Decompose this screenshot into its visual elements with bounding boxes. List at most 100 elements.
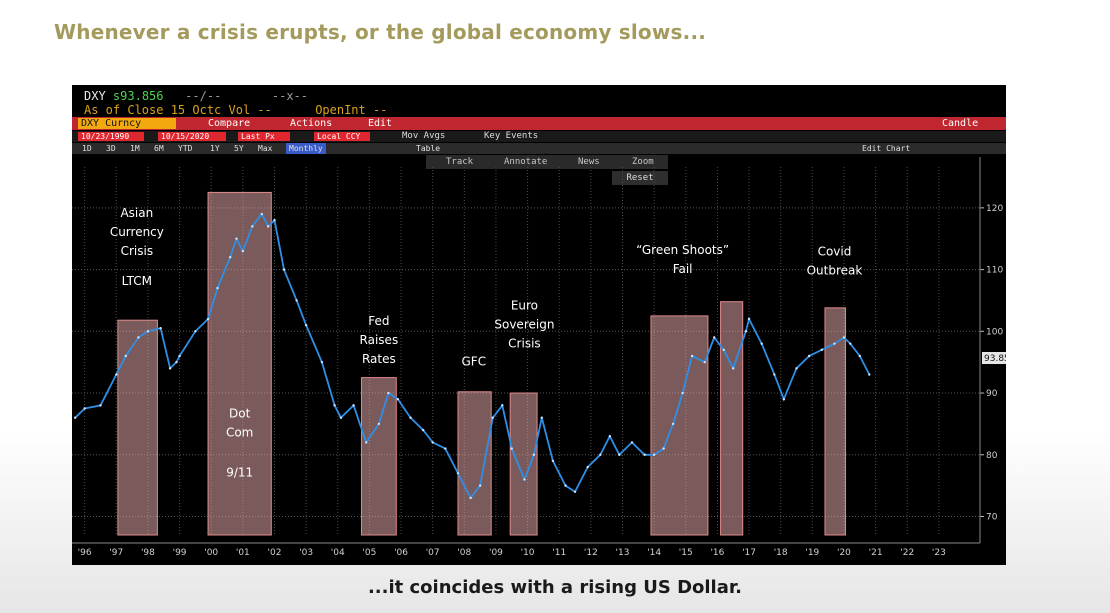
price-point	[377, 422, 381, 426]
period-1d[interactable]: 1D	[82, 144, 92, 153]
last-value-tag	[982, 352, 1006, 364]
end-date-field[interactable]: 10/15/2020	[158, 132, 226, 141]
price-point	[266, 225, 270, 228]
edit-menu[interactable]: Edit	[368, 118, 393, 129]
reset-button[interactable]: Reset	[612, 171, 668, 185]
x-tick-label: '13	[616, 548, 630, 558]
price-point	[282, 268, 286, 271]
crisis-highlight-bar	[824, 307, 847, 536]
x-tick-label: '16	[710, 548, 724, 558]
y-tick-label: 110	[986, 266, 1003, 276]
quote-placeholder: --/-- --x--	[163, 89, 308, 103]
price-field[interactable]: Last Px	[238, 132, 290, 141]
price-point	[722, 348, 725, 352]
ticker-label: DXY	[84, 89, 106, 103]
price-point	[304, 323, 308, 327]
annotation-line: Fail	[673, 262, 693, 276]
zoom-button[interactable]: Zoom	[632, 157, 654, 167]
price-point	[849, 342, 852, 345]
price-point	[599, 453, 602, 456]
annotation-line: Sovereign	[494, 318, 554, 332]
price-point	[618, 453, 621, 456]
price-point	[115, 373, 118, 376]
x-tick-label: '07	[426, 548, 440, 558]
price-point	[168, 367, 172, 370]
x-tick-label: '00	[204, 548, 218, 558]
price-point	[744, 330, 748, 333]
price-point	[175, 360, 178, 364]
dxy-chart: Asian Currency Crisis LTCM Dot Com 9/11 Fed Rais…	[72, 157, 1006, 558]
x-tick-label: '17	[742, 548, 756, 558]
annotation-line: “Green Shoots”	[636, 243, 729, 257]
annotation-line: Crisis	[508, 337, 540, 351]
price-point	[703, 360, 706, 364]
price-point	[551, 459, 555, 463]
annotation-line: Raises	[360, 333, 399, 347]
price-point	[456, 472, 460, 475]
price-point	[365, 441, 368, 444]
crisis-annotation: Dot Com	[226, 407, 253, 440]
security-field[interactable]: DXY Curncy	[78, 118, 176, 129]
x-tick-label: '22	[900, 548, 914, 558]
start-date-field[interactable]: 10/23/1990	[78, 132, 144, 141]
crisis-annotation: Asian Currency Crisis	[110, 206, 164, 258]
period-3d[interactable]: 3D	[106, 144, 116, 153]
price-point	[228, 256, 232, 259]
table-button[interactable]: Table	[416, 144, 441, 153]
price-point	[833, 342, 836, 345]
annotation-line: Crisis	[121, 244, 153, 258]
period-max[interactable]: Max	[258, 144, 273, 153]
price-point	[339, 416, 343, 419]
edit-chart-button[interactable]: Edit Chart	[862, 144, 911, 153]
x-tick-label: '15	[679, 548, 693, 558]
crisis-highlight-bar	[509, 392, 538, 536]
price-point	[510, 447, 513, 450]
price-point	[690, 354, 694, 358]
frequency-select[interactable]: Monthly	[286, 143, 326, 154]
currency-field[interactable]: Local CCY	[314, 132, 370, 141]
x-tick-label: '98	[141, 548, 155, 558]
track-button[interactable]: Track	[446, 157, 474, 167]
annotate-button[interactable]: Annotate	[504, 157, 548, 167]
price-point	[732, 367, 735, 370]
price-point	[178, 354, 181, 358]
x-tick-label: '03	[299, 548, 313, 558]
y-tick-label: 80	[986, 451, 998, 461]
period-ytd[interactable]: YTD	[178, 144, 193, 153]
x-tick-label: '01	[236, 548, 250, 558]
command-bar: DXY Curncy Compare Actions Edit Candle C…	[72, 117, 1006, 142]
bloomberg-chart-window: DXY s93.856 --/-- --x-- As of Close 15 O…	[72, 85, 1006, 565]
annotation-line: Asian	[120, 206, 153, 220]
x-tick-label: '05	[362, 548, 376, 558]
crisis-annotations: Asian Currency Crisis LTCM Dot Com 9/11 Fed Rais…	[110, 206, 863, 479]
last-value-label: 93.856	[984, 354, 1006, 364]
price-point	[747, 317, 751, 321]
x-tick-label: '10	[521, 548, 535, 558]
mov-avgs-toggle[interactable]: Mov Avgs	[402, 131, 446, 141]
x-tick-label: '04	[331, 548, 345, 558]
key-events-toggle[interactable]: Key Events	[484, 131, 539, 141]
y-tick-label: 120	[986, 204, 1003, 214]
y-tick-label: 70	[986, 512, 998, 522]
quote-line: DXY s93.856 --/-- --x--	[84, 89, 308, 103]
price-point	[159, 327, 162, 330]
compare-menu[interactable]: Compare	[208, 118, 251, 129]
x-tick-label: '08	[457, 548, 471, 558]
period-6m[interactable]: 6M	[154, 144, 164, 153]
crisis-highlights	[117, 191, 847, 536]
period-5y[interactable]: 5Y	[234, 144, 244, 153]
x-tick-label: '21	[869, 548, 883, 558]
crisis-highlight-bar	[207, 191, 272, 536]
period-1m[interactable]: 1M	[130, 144, 140, 153]
actions-menu[interactable]: Actions	[290, 118, 333, 129]
x-tick-label: '12	[584, 548, 598, 558]
slide-title: Whenever a crisis erupts, or the global …	[54, 20, 707, 44]
price-point	[820, 348, 824, 352]
price-point	[532, 453, 536, 456]
news-button[interactable]: News	[578, 157, 600, 167]
price-point	[216, 286, 219, 290]
annotation-line: LTCM	[122, 274, 152, 288]
x-tick-label: '23	[932, 548, 946, 558]
period-1y[interactable]: 1Y	[210, 144, 220, 153]
price-point	[421, 428, 425, 432]
